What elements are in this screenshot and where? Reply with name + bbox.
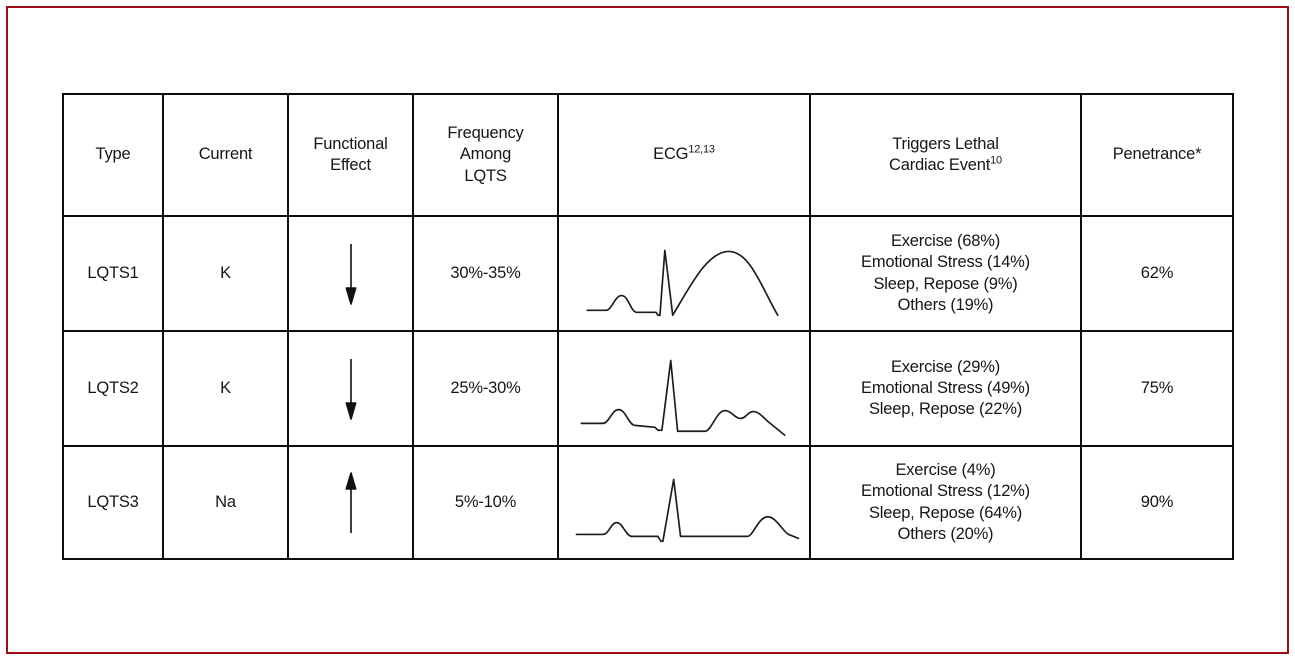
cell-frequency: 30%-35% bbox=[412, 215, 559, 332]
cell-penetrance: 62% bbox=[1080, 215, 1234, 332]
type-value: LQTS1 bbox=[87, 263, 139, 282]
cell-triggers: Exercise (29%) Emotional Stress (49%) Sl… bbox=[809, 330, 1082, 447]
cell-frequency: 25%-30% bbox=[412, 330, 559, 447]
table-row-lqts2: LQTS2 K 25%-30% Exercise (29%) Emotional… bbox=[62, 330, 1234, 447]
cell-type: LQTS3 bbox=[62, 445, 164, 560]
penetrance-value: 62% bbox=[1140, 263, 1174, 282]
col-header-functional-effect-label: Functional Effect bbox=[313, 134, 388, 174]
ecg-waveform-lqts3 bbox=[575, 478, 800, 543]
col-header-current-label: Current bbox=[198, 145, 253, 164]
cell-penetrance: 90% bbox=[1080, 445, 1234, 560]
cell-triggers: Exercise (68%) Emotional Stress (14%) Sl… bbox=[809, 215, 1082, 332]
col-header-triggers: Triggers Lethal Cardiac Event10 bbox=[809, 93, 1082, 217]
cell-penetrance: 75% bbox=[1080, 330, 1234, 447]
col-header-triggers-label: Triggers Lethal Cardiac Event bbox=[889, 134, 999, 174]
col-header-ecg-reference: 12,13 bbox=[688, 143, 715, 156]
cell-functional-effect bbox=[287, 445, 414, 560]
col-header-penetrance-label: Penetrance* bbox=[1112, 145, 1202, 164]
frequency-value: 5%-10% bbox=[454, 492, 517, 511]
table-row-lqts3: LQTS3 Na 5%-10% Exercise (4%) Emotional … bbox=[62, 445, 1234, 560]
cell-current: Na bbox=[162, 445, 289, 560]
cell-current: K bbox=[162, 330, 289, 447]
type-value: LQTS2 bbox=[87, 378, 139, 397]
ecg-waveform-lqts2 bbox=[580, 359, 786, 436]
cell-ecg bbox=[557, 215, 811, 332]
lqts-table: Type Current Functional Effect Frequency… bbox=[62, 93, 1234, 560]
cell-current: K bbox=[162, 215, 289, 332]
col-header-ecg: ECG12,13 bbox=[557, 93, 811, 217]
col-header-type: Type bbox=[62, 93, 164, 217]
cell-functional-effect bbox=[287, 330, 414, 447]
frequency-value: 25%-30% bbox=[450, 378, 521, 397]
col-header-frequency: Frequency Among LQTS bbox=[412, 93, 559, 217]
cell-type: LQTS2 bbox=[62, 330, 164, 447]
cell-ecg bbox=[557, 445, 811, 560]
current-value: Na bbox=[215, 492, 236, 511]
col-header-frequency-label: Frequency Among LQTS bbox=[447, 124, 524, 185]
down-arrow-icon bbox=[345, 243, 356, 305]
type-value: LQTS3 bbox=[87, 492, 139, 511]
col-header-type-label: Type bbox=[95, 145, 131, 164]
cell-frequency: 5%-10% bbox=[412, 445, 559, 560]
cell-functional-effect bbox=[287, 215, 414, 332]
down-arrow-icon bbox=[345, 358, 356, 420]
penetrance-value: 75% bbox=[1140, 378, 1174, 397]
header-row: Type Current Functional Effect Frequency… bbox=[62, 93, 1234, 217]
cell-triggers: Exercise (4%) Emotional Stress (12%) Sle… bbox=[809, 445, 1082, 560]
frequency-value: 30%-35% bbox=[450, 263, 521, 282]
up-arrow-icon bbox=[345, 471, 356, 533]
col-header-triggers-reference: 10 bbox=[990, 154, 1002, 167]
col-header-current: Current bbox=[162, 93, 289, 217]
table-row-lqts1: LQTS1 K 30%-35% Exercise (68%) Emotional… bbox=[62, 215, 1234, 332]
col-header-functional-effect: Functional Effect bbox=[287, 93, 414, 217]
ecg-waveform-lqts1 bbox=[586, 249, 779, 317]
cell-ecg bbox=[557, 330, 811, 447]
col-header-penetrance: Penetrance* bbox=[1080, 93, 1234, 217]
current-value: K bbox=[220, 263, 231, 282]
penetrance-value: 90% bbox=[1140, 492, 1174, 511]
current-value: K bbox=[220, 378, 231, 397]
cell-type: LQTS1 bbox=[62, 215, 164, 332]
col-header-ecg-label: ECG bbox=[653, 145, 689, 164]
